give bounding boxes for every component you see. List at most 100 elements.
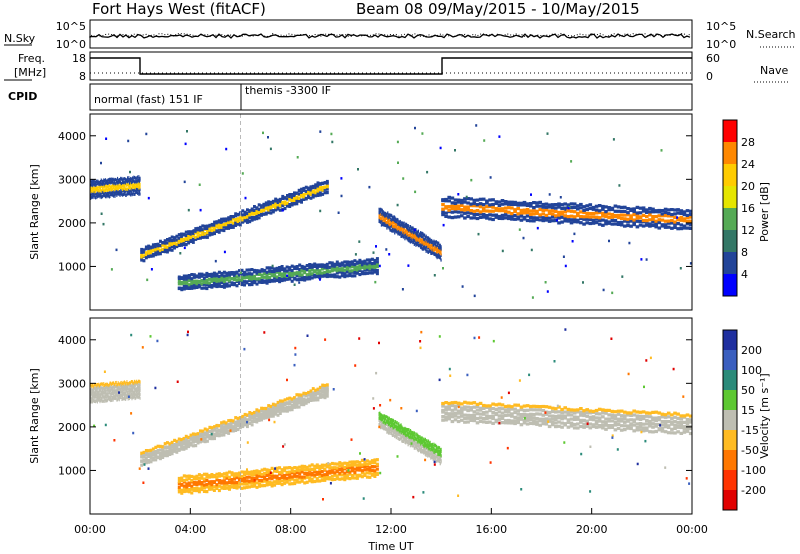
band-cell (673, 215, 677, 220)
band-cell (666, 221, 671, 225)
band-cell (207, 484, 211, 489)
band-cell (626, 207, 630, 211)
band-cell (133, 395, 135, 399)
band-cell (293, 400, 296, 404)
band-cell (419, 244, 421, 248)
band-cell (207, 487, 211, 491)
band-cell (431, 455, 433, 459)
band-cell (345, 466, 349, 470)
band-cell (632, 413, 636, 417)
band-cell (503, 421, 508, 425)
band-cell (648, 210, 652, 214)
band-cell (118, 189, 120, 194)
band-cell (450, 404, 455, 408)
band-cell (532, 412, 536, 417)
band-cell (422, 444, 424, 448)
band-cell (475, 203, 480, 207)
band-cell (488, 217, 492, 221)
band-cell (340, 477, 344, 481)
band-cell (688, 215, 693, 219)
band-cell (384, 221, 386, 226)
band-cell (485, 417, 489, 421)
band-cell (405, 228, 408, 232)
band-rising-band (140, 179, 329, 263)
band-cell (140, 454, 144, 458)
band-cell (516, 201, 520, 205)
band-cell (308, 263, 312, 267)
band-cell (429, 242, 431, 247)
band-cell (456, 200, 461, 204)
band-cell (134, 176, 136, 180)
band-cell (382, 420, 384, 424)
band-cell (398, 437, 401, 441)
band-cell (248, 413, 252, 417)
band-cell (610, 415, 615, 420)
band-cell (420, 241, 423, 245)
band-cell (126, 384, 128, 388)
band-cell (110, 398, 112, 402)
band-cell (275, 270, 279, 274)
band-cell (594, 204, 599, 208)
band-cell (440, 245, 442, 249)
band-cell (373, 472, 377, 476)
band-cell (250, 275, 254, 279)
band-cell (130, 180, 132, 184)
band-cell (300, 470, 304, 474)
band-cell (127, 384, 129, 388)
band-cell (315, 472, 319, 476)
band-cell (685, 209, 690, 213)
band-cell (529, 204, 533, 208)
band-cell (201, 439, 205, 443)
band-cell (632, 409, 636, 413)
band-cell (426, 450, 428, 455)
band-cell (109, 396, 111, 400)
band-cell (320, 267, 324, 271)
band-cell (380, 217, 383, 221)
band-cell (182, 287, 186, 291)
band-cell (481, 206, 486, 210)
band-cell (566, 418, 571, 422)
band-cell (440, 450, 442, 454)
band-cell (494, 403, 499, 407)
band-cell (453, 204, 458, 208)
band-cell (456, 411, 461, 415)
band-cell (108, 383, 110, 387)
band-cell (321, 395, 325, 399)
band-cell (127, 180, 129, 184)
band-cell (507, 404, 511, 408)
band-cell (197, 272, 201, 276)
band-cell (381, 223, 383, 227)
scatter-point (522, 236, 525, 240)
band-cell (135, 389, 137, 393)
band-cell (417, 434, 419, 438)
band-cell (428, 441, 430, 445)
band-cell (128, 182, 130, 186)
band-cell (436, 459, 438, 463)
band-cell (325, 477, 329, 481)
band-cell (432, 251, 434, 255)
band-cell (387, 218, 389, 222)
band-cell (255, 269, 259, 273)
band-cell (379, 220, 381, 224)
band-cell (353, 460, 357, 464)
band-cell (439, 255, 441, 259)
band-cell (235, 275, 239, 279)
band-cell (670, 427, 674, 431)
band-cell (378, 215, 380, 219)
band-cell (229, 421, 233, 426)
band-cell (136, 182, 138, 186)
band-cell (137, 395, 139, 399)
band-cell (375, 471, 379, 475)
band-cell (222, 217, 226, 221)
band-cell (386, 212, 388, 217)
band-cell (94, 396, 96, 401)
band-cell (227, 429, 231, 433)
band-cell (358, 264, 362, 268)
band-cell (522, 408, 527, 412)
band-cell (139, 392, 141, 396)
band-cell (177, 485, 181, 489)
band-cell (579, 206, 583, 210)
band-cell (491, 402, 495, 406)
band-cell (118, 186, 120, 190)
band-cell (114, 187, 116, 191)
